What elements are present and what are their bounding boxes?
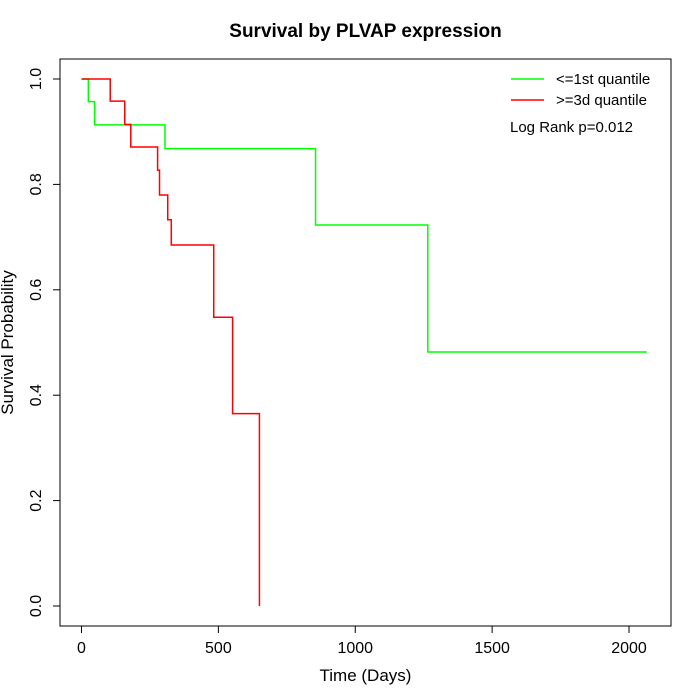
legend-label: >=3d quantile	[556, 92, 647, 109]
y-tick-label: 1.0	[28, 68, 45, 90]
x-tick-label: 2000	[611, 640, 647, 657]
x-tick-label: 1500	[474, 640, 510, 657]
y-tick-label: 0.2	[28, 489, 45, 511]
survival-curve-series-2	[81, 78, 261, 606]
plot-frame	[59, 58, 672, 627]
y-tick-label: 0.0	[28, 595, 45, 617]
y-tick-label: 0.8	[28, 173, 45, 195]
x-tick-label: 500	[205, 640, 232, 657]
survival-curve-series-1	[81, 78, 647, 353]
survival-curves	[81, 78, 647, 606]
log-rank-annotation: Log Rank p=0.012	[510, 119, 633, 136]
legend-label: <=1st quantile	[556, 71, 650, 88]
x-tick-label: 1000	[337, 640, 373, 657]
legend: <=1st quantile >=3d quantile	[511, 71, 650, 109]
y-axis: 0.0 0.2 0.4 0.6 0.8 1.0	[28, 68, 61, 617]
y-tick-label: 0.4	[28, 384, 45, 406]
chart-title: Survival by PLVAP expression	[229, 21, 501, 42]
x-axis-label: Time (Days)	[320, 666, 412, 685]
y-axis-label: Survival Probability	[0, 270, 17, 415]
y-tick-label: 0.6	[28, 279, 45, 301]
x-axis: 0 500 1000 1500 2000	[77, 625, 647, 657]
x-tick-label: 0	[77, 640, 86, 657]
